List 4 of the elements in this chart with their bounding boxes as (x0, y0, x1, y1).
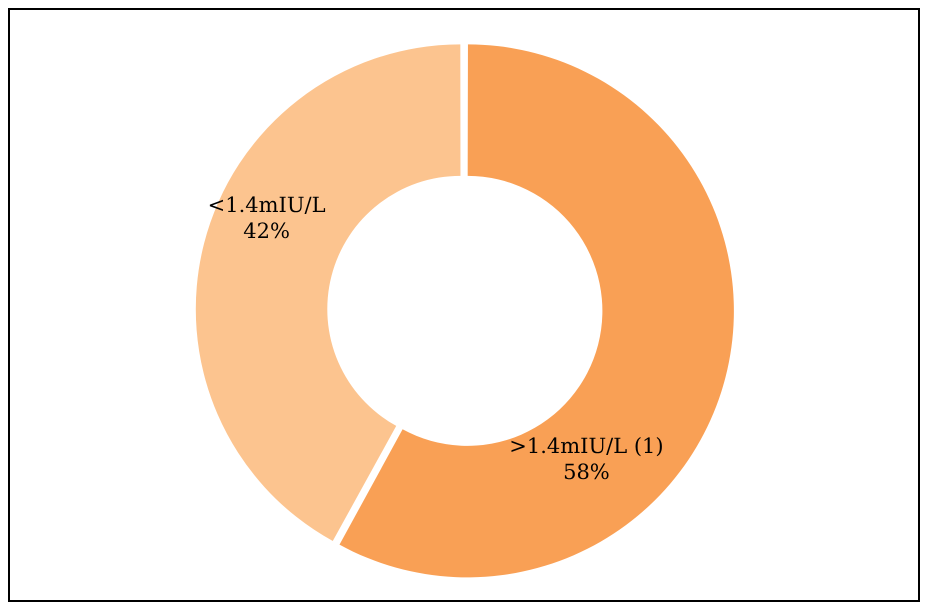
slice-label: >1.4mIU/L (1) (509, 434, 664, 458)
data-label: 58% (563, 460, 610, 484)
slice-label: <1.4mIU/L (208, 192, 326, 217)
data-label: 42% (243, 218, 290, 243)
